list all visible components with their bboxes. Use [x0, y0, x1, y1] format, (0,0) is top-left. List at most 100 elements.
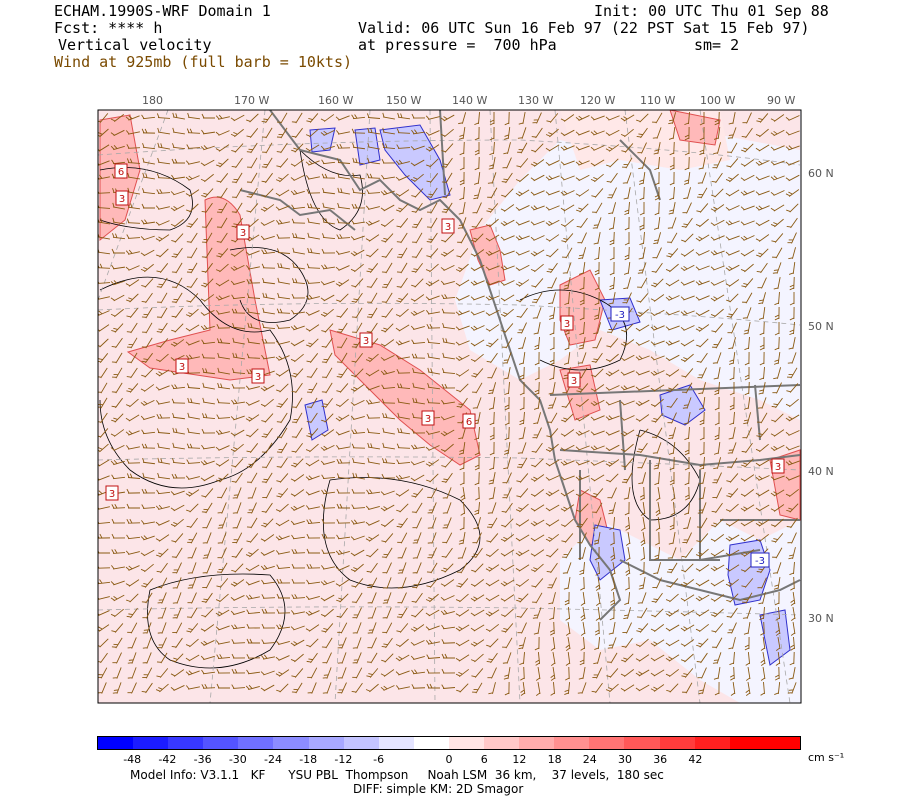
wind-barb [232, 352, 245, 360]
wind-barb [502, 487, 512, 499]
wind-barb [458, 202, 466, 215]
wind-barb [775, 606, 781, 621]
wind-barb [157, 592, 167, 604]
wind-barb [565, 666, 570, 681]
wind-barb [699, 126, 705, 141]
contour-label: 3 [567, 372, 581, 388]
wind-barb [246, 443, 259, 453]
wind-barb [654, 201, 660, 216]
wind-barb [740, 174, 755, 182]
wind-barb [550, 652, 556, 666]
wind-barb [789, 651, 795, 666]
wind-barb [607, 487, 617, 499]
wind-barb [337, 172, 350, 180]
wind-barb [549, 366, 555, 381]
wind-barb [187, 592, 197, 604]
wind-barb [306, 367, 318, 379]
wind-barb [755, 519, 770, 527]
wind-barb [412, 547, 422, 559]
wind-barb [201, 113, 216, 119]
wind-barb [728, 637, 736, 650]
wind-barb [395, 308, 409, 318]
wind-barb [713, 441, 721, 455]
wind-barb [595, 606, 601, 621]
wind-barb [545, 475, 560, 481]
wind-barb [276, 324, 291, 329]
wind-barb [185, 489, 200, 497]
wind-barb [591, 368, 604, 378]
wind-barb [261, 518, 274, 528]
wind-barb [755, 175, 770, 181]
wind-barb [650, 684, 665, 692]
wind-barb [725, 189, 740, 197]
wind-barb [412, 577, 423, 589]
wind-barb [276, 488, 289, 498]
wind-barb [141, 504, 156, 509]
wind-barb [111, 533, 126, 539]
wind-barb [560, 444, 575, 452]
wind-barb [728, 112, 736, 125]
wind-barb [246, 128, 259, 138]
wind-barb [366, 173, 381, 179]
wind-barb [111, 159, 126, 165]
wind-barb [489, 111, 495, 126]
wind-barb [365, 353, 379, 363]
wind-barb [669, 141, 675, 156]
wind-barb [157, 607, 167, 619]
wind-barb [156, 263, 169, 273]
wind-barb [306, 519, 321, 524]
wind-barb [487, 367, 497, 379]
wind-barb [231, 547, 243, 559]
wind-barb [306, 563, 321, 569]
wind-barb [770, 114, 785, 122]
wind-barb [187, 112, 201, 120]
wind-barb [425, 445, 440, 451]
wind-barb [727, 622, 737, 634]
wind-barb [530, 190, 545, 196]
wind-barb [216, 202, 228, 214]
wind-barb [246, 265, 260, 270]
wind-barb [350, 384, 365, 392]
wind-barb [155, 220, 170, 226]
wind-barb [670, 487, 676, 501]
wind-barb [502, 472, 512, 484]
forecast-hour: Fcst: **** h [54, 19, 163, 37]
wind-barb [275, 655, 290, 661]
wind-barb [396, 355, 410, 360]
wind-barb [620, 415, 635, 421]
contour-label: 3 [115, 190, 129, 206]
wind-barb [653, 457, 661, 470]
wind-barb [187, 562, 197, 574]
wind-barb [680, 264, 695, 272]
wind-barb [710, 265, 725, 271]
wind-barb [321, 159, 336, 165]
wind-barb [455, 354, 470, 362]
wind-barb [606, 668, 619, 678]
wind-barb [699, 441, 705, 456]
wind-barb [594, 546, 600, 561]
wind-barb [382, 427, 395, 435]
wind-barb [547, 412, 558, 424]
wind-barb [396, 517, 408, 529]
wind-barb [230, 610, 245, 616]
wind-barb [111, 565, 125, 570]
wind-barb [232, 532, 243, 544]
wind-barb [201, 278, 214, 288]
wind-barb [350, 563, 364, 573]
wind-barb [111, 413, 124, 423]
wind-barb [503, 142, 511, 155]
wind-barb [561, 397, 573, 409]
wind-barb [654, 471, 660, 486]
wind-barb [698, 472, 706, 485]
wind-barb [699, 111, 705, 126]
svg-text:3: 3 [119, 194, 125, 205]
wind-barb [592, 502, 603, 514]
wind-barb [187, 577, 197, 589]
wind-barb [696, 652, 708, 664]
wind-barb [321, 382, 333, 394]
wind-barb [605, 385, 620, 391]
wind-barb [216, 187, 228, 199]
wind-barb [594, 291, 600, 306]
wind-barb [669, 186, 675, 201]
wind-barb [112, 367, 123, 379]
